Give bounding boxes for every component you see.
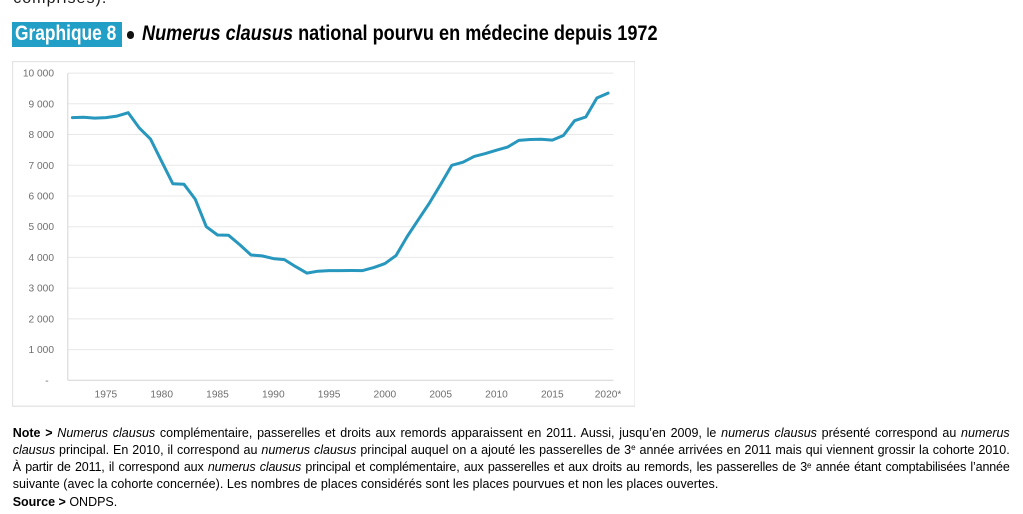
- svg-text:1995: 1995: [318, 390, 341, 401]
- svg-text:1980: 1980: [150, 390, 173, 401]
- svg-text:1 000: 1 000: [28, 345, 54, 356]
- svg-text:1990: 1990: [262, 390, 285, 401]
- svg-text:10 000: 10 000: [23, 69, 54, 80]
- svg-text:4 000: 4 000: [28, 253, 54, 264]
- svg-text:6 000: 6 000: [28, 192, 54, 203]
- svg-text:7 000: 7 000: [28, 161, 54, 172]
- svg-text:1985: 1985: [206, 390, 229, 401]
- svg-text:-: -: [45, 376, 48, 387]
- svg-text:1975: 1975: [94, 390, 117, 401]
- svg-text:9 000: 9 000: [28, 100, 54, 111]
- svg-text:2 000: 2 000: [28, 315, 54, 326]
- svg-text:2005: 2005: [429, 390, 452, 401]
- svg-text:2020*: 2020*: [595, 390, 622, 401]
- svg-text:2000: 2000: [373, 390, 396, 401]
- svg-text:3 000: 3 000: [28, 284, 54, 295]
- svg-text:8 000: 8 000: [28, 130, 54, 141]
- svg-text:5 000: 5 000: [28, 223, 54, 234]
- svg-text:2010: 2010: [485, 390, 508, 401]
- svg-text:2015: 2015: [541, 390, 564, 401]
